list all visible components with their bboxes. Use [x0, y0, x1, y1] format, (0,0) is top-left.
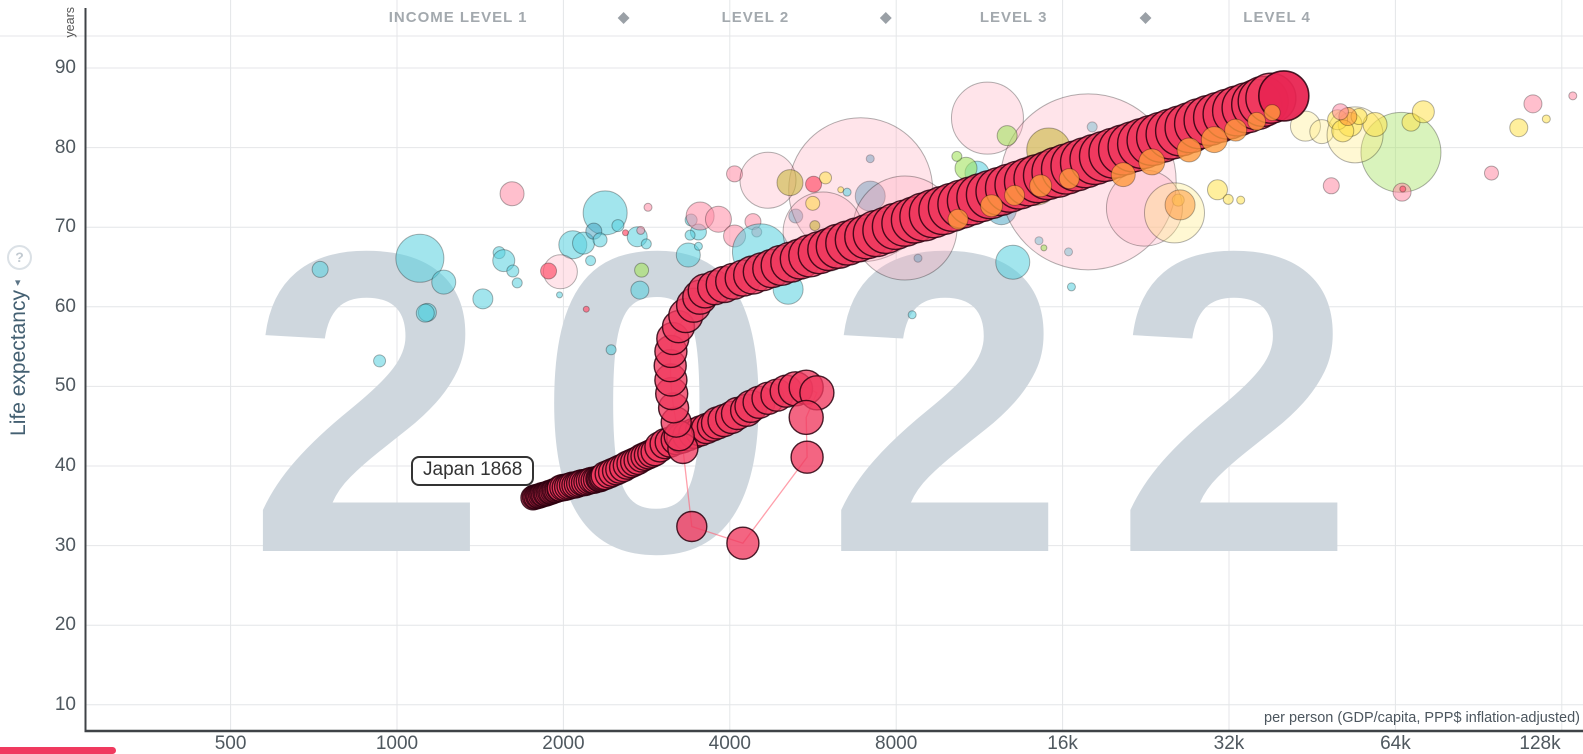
timeline-slider-fragment[interactable] [0, 747, 116, 754]
country-bubble[interactable] [621, 229, 629, 237]
country-bubble[interactable] [1110, 162, 1136, 188]
country-bubble[interactable] [980, 194, 1004, 218]
country-bubble[interactable] [636, 225, 646, 235]
country-bubble[interactable] [1247, 111, 1267, 131]
country-bubble[interactable] [907, 310, 917, 320]
country-bubble[interactable] [1058, 168, 1080, 190]
trail-bubble[interactable] [676, 510, 708, 543]
country-bubble[interactable] [1206, 179, 1228, 201]
country-bubble[interactable] [1236, 195, 1246, 205]
country-bubble[interactable] [996, 125, 1018, 147]
country-bubble[interactable] [311, 260, 329, 278]
country-bubble[interactable] [1392, 182, 1412, 202]
country-bubble[interactable] [819, 171, 833, 185]
country-bubble[interactable] [506, 264, 520, 278]
country-bubble[interactable] [556, 291, 564, 299]
country-bubble[interactable] [1066, 282, 1076, 292]
country-bubble[interactable] [640, 238, 652, 250]
country-bubble[interactable] [776, 169, 804, 197]
trail-start-label[interactable]: Japan 1868 [411, 455, 535, 486]
country-bubble[interactable] [1322, 177, 1340, 195]
country-bubble[interactable] [1289, 110, 1321, 142]
country-bubble[interactable] [1138, 148, 1166, 176]
country-bubble[interactable] [1362, 112, 1388, 138]
trail-bubble[interactable] [726, 526, 760, 560]
country-bubble[interactable] [1331, 103, 1349, 121]
country-bubble[interactable] [1034, 236, 1044, 246]
trail-bubble[interactable] [788, 399, 824, 436]
country-bubble[interactable] [1029, 174, 1053, 198]
country-bubble[interactable] [511, 277, 523, 289]
country-bubble[interactable] [1509, 118, 1529, 138]
country-bubble[interactable] [1040, 244, 1048, 252]
country-bubble[interactable] [634, 262, 650, 278]
country-bubble[interactable] [951, 150, 963, 162]
country-bubble[interactable] [726, 165, 744, 183]
country-bubble[interactable] [1164, 189, 1196, 221]
country-bubble[interactable] [1411, 100, 1435, 124]
country-bubble[interactable] [611, 219, 625, 233]
country-bubble[interactable] [805, 195, 821, 211]
country-bubble[interactable] [1200, 126, 1228, 154]
country-bubble[interactable] [585, 255, 597, 267]
country-bubble[interactable] [1541, 114, 1551, 124]
country-bubble[interactable] [395, 233, 445, 283]
country-bubble[interactable] [995, 244, 1031, 280]
country-bubble[interactable] [492, 249, 516, 273]
country-bubble[interactable] [630, 280, 650, 300]
country-bubble[interactable] [431, 269, 457, 295]
country-bubble[interactable] [605, 344, 617, 356]
country-bubble[interactable] [582, 305, 590, 313]
country-bubble[interactable] [643, 202, 653, 212]
country-bubble[interactable] [415, 303, 435, 323]
country-bubble[interactable] [540, 262, 558, 280]
country-bubble[interactable] [373, 354, 387, 368]
country-bubble[interactable] [1568, 91, 1578, 101]
country-bubble[interactable] [788, 208, 804, 224]
y-axis-title[interactable]: Life expectancy [7, 290, 30, 436]
country-bubble[interactable] [1064, 247, 1074, 257]
country-bubble[interactable] [1086, 121, 1098, 133]
country-bubble[interactable] [1004, 184, 1026, 206]
country-bubble[interactable] [837, 186, 845, 194]
country-bubble[interactable] [805, 175, 823, 193]
country-bubble[interactable] [1263, 104, 1281, 122]
country-bubble[interactable] [1523, 94, 1543, 114]
country-bubble[interactable] [947, 208, 969, 230]
country-bubble[interactable] [693, 241, 703, 251]
trail-bubble[interactable] [790, 440, 824, 474]
country-bubble[interactable] [704, 205, 732, 233]
level-separator-icon [1139, 12, 1152, 24]
country-bubble[interactable] [472, 288, 494, 310]
country-bubble[interactable] [1483, 165, 1499, 181]
country-bubble[interactable] [842, 187, 852, 197]
help-icon[interactable]: ? [7, 245, 32, 270]
country-bubble[interactable] [592, 232, 608, 248]
country-bubble[interactable] [675, 242, 701, 268]
level-separator-icon [617, 12, 630, 24]
country-bubble[interactable] [809, 220, 821, 232]
country-bubble[interactable] [1224, 118, 1248, 142]
level-separator-icon [879, 12, 892, 24]
country-bubble[interactable] [684, 229, 696, 241]
country-bubble[interactable] [1176, 137, 1202, 163]
country-bubble[interactable] [1222, 193, 1234, 205]
country-bubble[interactable] [1399, 185, 1407, 193]
country-bubble[interactable] [913, 253, 923, 263]
country-bubble[interactable] [499, 181, 525, 207]
country-bubble[interactable] [865, 154, 875, 164]
